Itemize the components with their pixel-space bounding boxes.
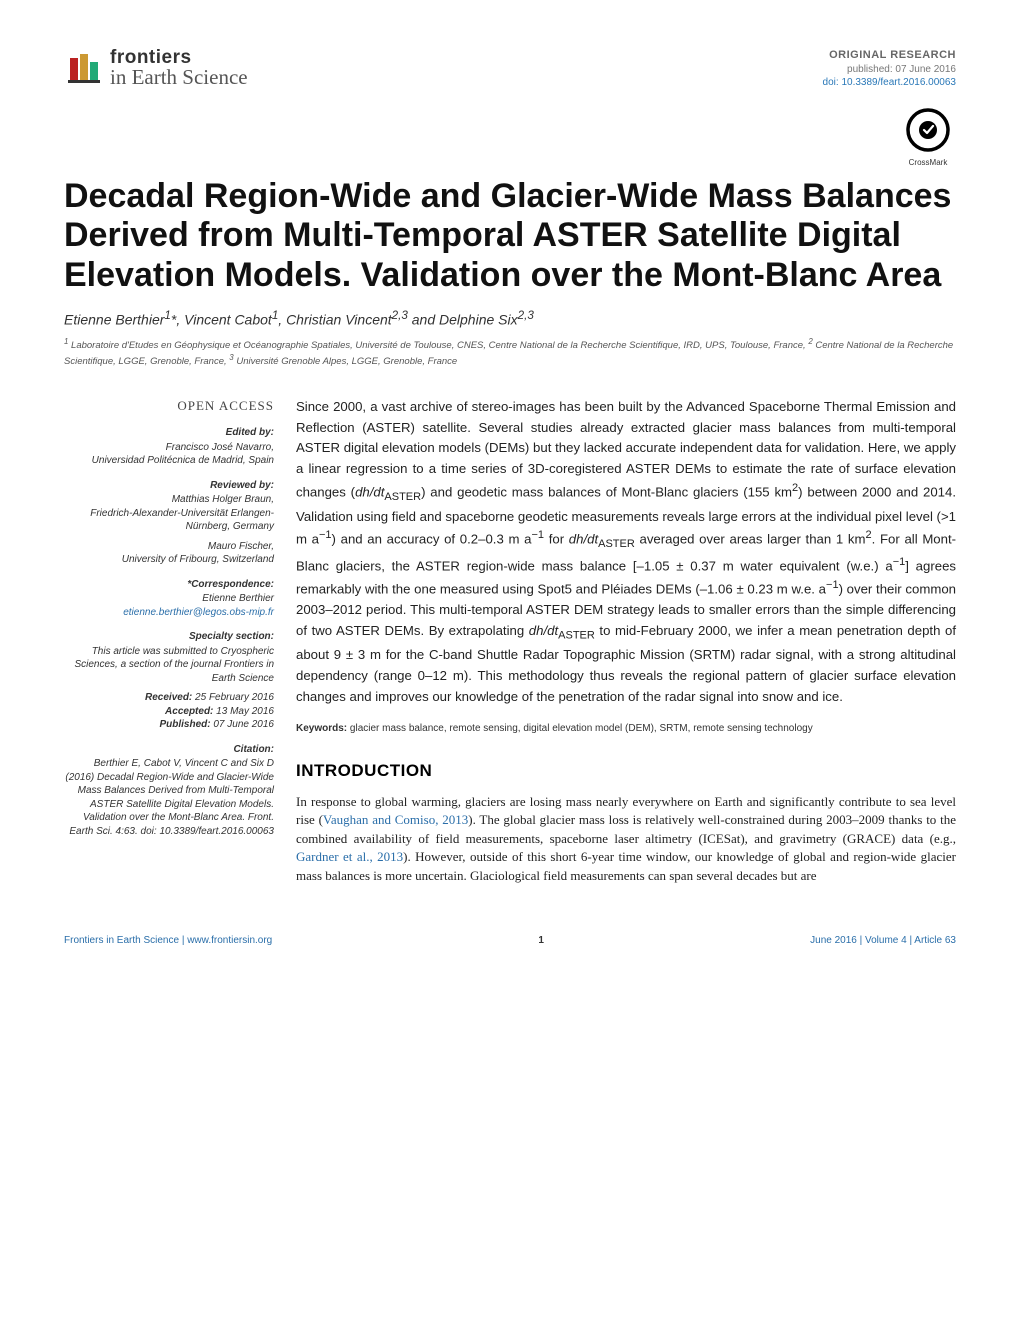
keywords-label: Keywords: [296, 723, 347, 734]
crossmark-badge[interactable]: CrossMark [900, 108, 956, 167]
received-date: 25 February 2016 [195, 692, 274, 703]
authors-list: Etienne Berthier1*, Vincent Cabot1, Chri… [64, 309, 956, 328]
specialty-section-label: Specialty section: [64, 630, 274, 644]
reviewed-by-label: Reviewed by: [64, 479, 274, 493]
pub-date: published: 07 June 2016 [823, 63, 956, 77]
reviewer-affiliation: University of Fribourg, Switzerland [64, 553, 274, 567]
corr-author-email[interactable]: etienne.berthier@legos.obs-mip.fr [64, 606, 274, 620]
correspondence-label: *Correspondence: [64, 578, 274, 592]
section-heading-introduction: INTRODUCTION [296, 758, 956, 783]
reviewer-affiliation: Friedrich-Alexander-Universität Erlangen… [64, 507, 274, 534]
editor-name: Francisco José Navarro, [64, 441, 274, 455]
body-paragraph: In response to global warming, glaciers … [296, 793, 956, 885]
page-number: 1 [538, 935, 544, 946]
accepted-date: 13 May 2016 [216, 706, 274, 717]
open-access-label: OPEN ACCESS [64, 397, 274, 415]
editor-affiliation: Universidad Politécnica de Madrid, Spain [64, 454, 274, 468]
received-label: Received: [145, 692, 192, 703]
edited-by-label: Edited by: [64, 426, 274, 440]
journal-logo: frontiers in Earth Science [64, 48, 248, 88]
footer-right: June 2016 | Volume 4 | Article 63 [810, 935, 956, 946]
article-sidebar: OPEN ACCESS Edited by: Francisco José Na… [64, 397, 274, 885]
citation-text: Berthier E, Cabot V, Vincent C and Six D… [64, 757, 274, 838]
logo-journal-text: in Earth Science [110, 67, 248, 88]
frontiers-logo-icon [64, 48, 104, 88]
citation-label: Citation: [64, 743, 274, 757]
page-footer: Frontiers in Earth Science | www.frontie… [64, 927, 956, 946]
accepted-label: Accepted: [165, 706, 213, 717]
keywords-text: glacier mass balance, remote sensing, di… [350, 723, 813, 734]
footer-left[interactable]: Frontiers in Earth Science | www.frontie… [64, 935, 272, 946]
reviewer-name: Mauro Fischer, [64, 540, 274, 554]
main-content: Since 2000, a vast archive of stereo-ima… [296, 397, 956, 885]
crossmark-icon [906, 108, 950, 152]
affiliations-list: 1 Laboratoire d'Etudes en Géophysique et… [64, 336, 956, 369]
specialty-section-text: This article was submitted to Cryospheri… [64, 645, 274, 686]
crossmark-label: CrossMark [900, 158, 956, 167]
publication-info: ORIGINAL RESEARCH published: 07 June 201… [823, 48, 956, 90]
published-date: 07 June 2016 [213, 719, 274, 730]
pub-type: ORIGINAL RESEARCH [823, 48, 956, 63]
keywords-block: Keywords: glacier mass balance, remote s… [296, 722, 956, 736]
doi-link[interactable]: doi: 10.3389/feart.2016.00063 [823, 76, 956, 90]
corr-author-name: Etienne Berthier [64, 592, 274, 606]
abstract-text: Since 2000, a vast archive of stereo-ima… [296, 397, 956, 708]
published-label: Published: [159, 719, 210, 730]
article-title: Decadal Region-Wide and Glacier-Wide Mas… [64, 177, 956, 295]
reviewer-name: Matthias Holger Braun, [64, 493, 274, 507]
